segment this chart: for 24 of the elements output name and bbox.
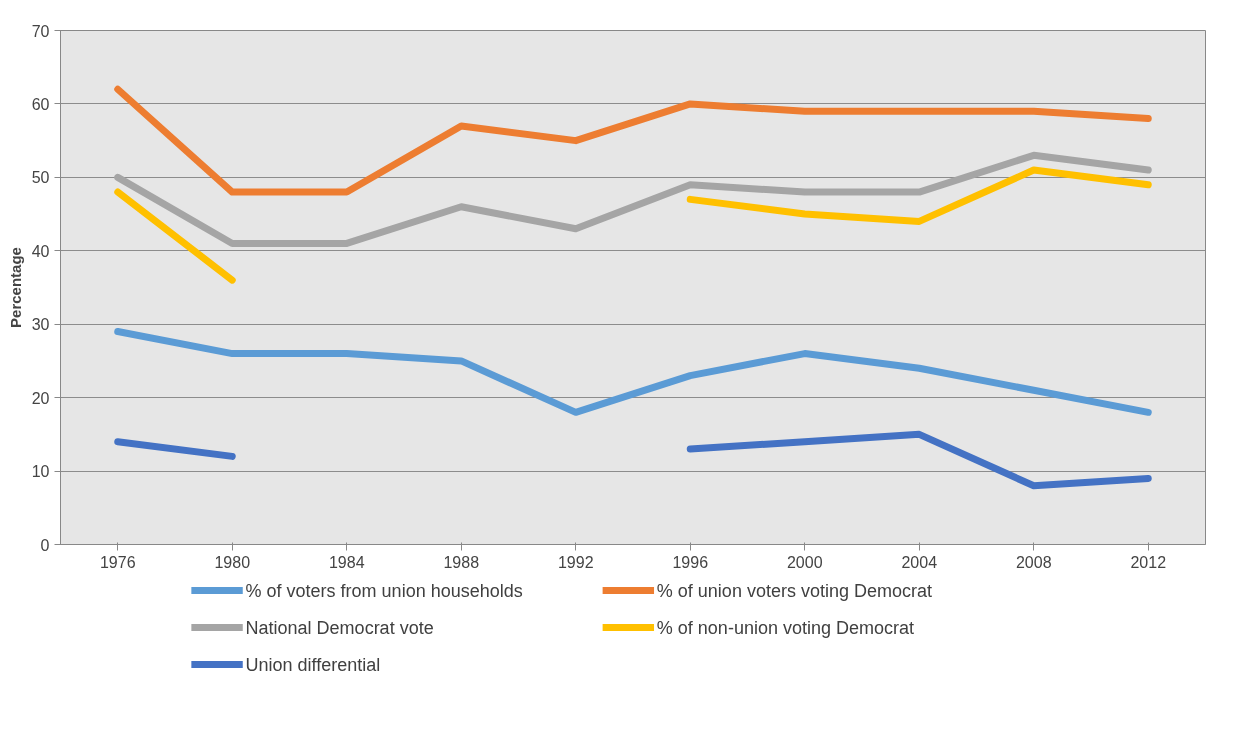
legend-label: Union differential [245, 654, 381, 675]
x-tick-label: 1992 [557, 553, 594, 571]
x-tick-label: 1984 [328, 553, 365, 571]
x-tick-label: 2008 [1015, 553, 1052, 571]
x-tick-label: 2000 [786, 553, 823, 571]
legend-label: % of union voters voting Democrat [656, 580, 932, 601]
x-tick-label: 1976 [99, 553, 136, 571]
y-tick-label: 10 [31, 463, 50, 481]
y-axis-title: Percentage [6, 247, 24, 328]
y-tick-label: 20 [31, 389, 50, 407]
x-tick-label: 1996 [672, 553, 709, 571]
y-tick-label: 30 [31, 316, 50, 334]
legend-label: National Democrat vote [245, 617, 434, 638]
x-tick-label: 2004 [901, 553, 938, 571]
x-tick-label: 1988 [443, 553, 480, 571]
y-tick-label: 50 [31, 169, 50, 187]
y-tick-label: 70 [31, 22, 50, 40]
x-tick-label: 2012 [1130, 553, 1167, 571]
y-tick-label: 0 [40, 536, 50, 554]
y-tick-label: 60 [31, 95, 50, 113]
legend-label: % of non-union voting Democrat [656, 617, 914, 638]
x-tick-label: 1980 [214, 553, 251, 571]
legend-label: % of voters from union households [245, 580, 523, 601]
y-tick-label: 40 [31, 242, 50, 260]
